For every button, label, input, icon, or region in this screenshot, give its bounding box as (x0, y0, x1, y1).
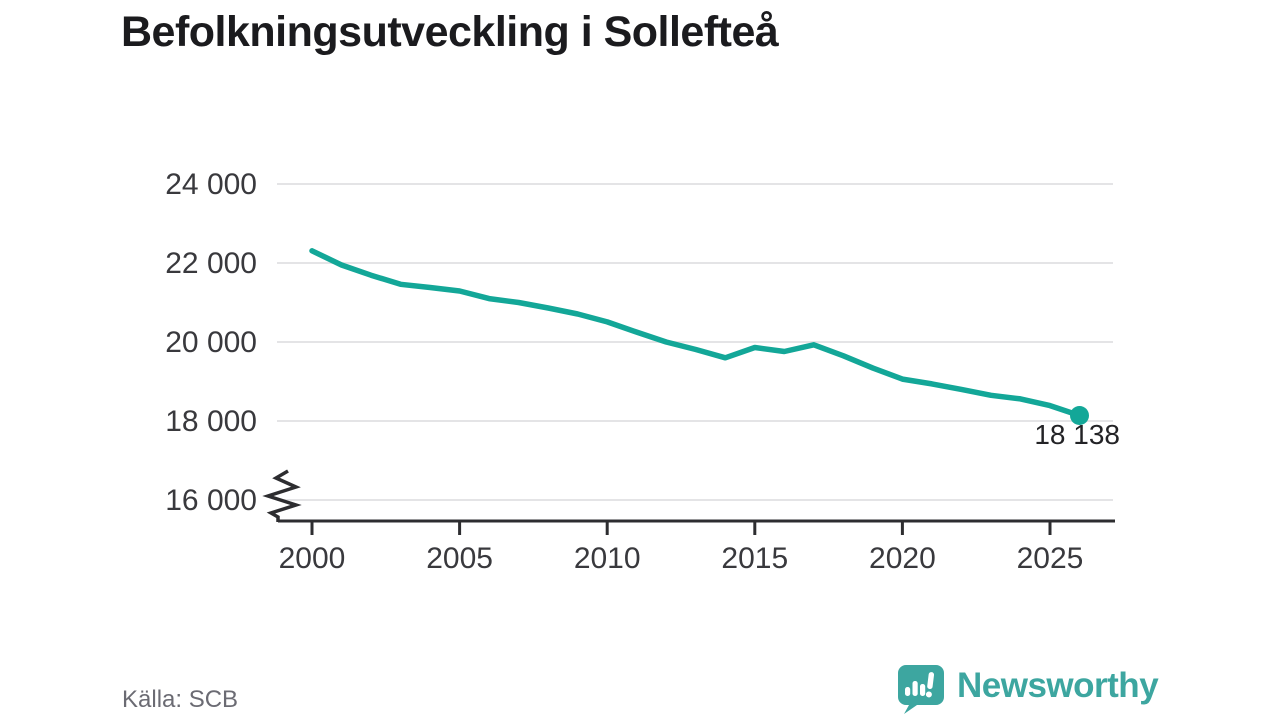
svg-text:2015: 2015 (721, 542, 788, 575)
svg-text:16 000: 16 000 (165, 484, 257, 517)
svg-text:2005: 2005 (426, 542, 493, 575)
newsworthy-logo-text: Newsworthy (957, 666, 1159, 705)
logo-exclamation (925, 672, 935, 698)
svg-text:2000: 2000 (279, 542, 346, 575)
chart-title: Befolkningsutveckling i Sollefteå (121, 8, 779, 56)
svg-text:22 000: 22 000 (165, 247, 257, 280)
logo-bar-2 (912, 681, 918, 696)
newsworthy-logo-icon (898, 665, 944, 714)
svg-text:24 000: 24 000 (165, 168, 257, 201)
logo-bar-1 (905, 687, 911, 696)
svg-text:2010: 2010 (574, 542, 641, 575)
logo-bar-3 (920, 684, 926, 696)
svg-text:20 000: 20 000 (165, 326, 257, 359)
svg-text:18 000: 18 000 (165, 405, 257, 438)
newsworthy-logo: Newsworthy (894, 662, 1159, 714)
latest-value-label: 18 138 (1034, 419, 1120, 450)
svg-text:2020: 2020 (869, 542, 936, 575)
source-note: Källa: SCB (122, 686, 239, 713)
population-line-chart: 24 000 22 000 20 000 18 000 16 000 2000 2005 20… (165, 168, 1115, 575)
svg-text:2025: 2025 (1017, 542, 1084, 575)
